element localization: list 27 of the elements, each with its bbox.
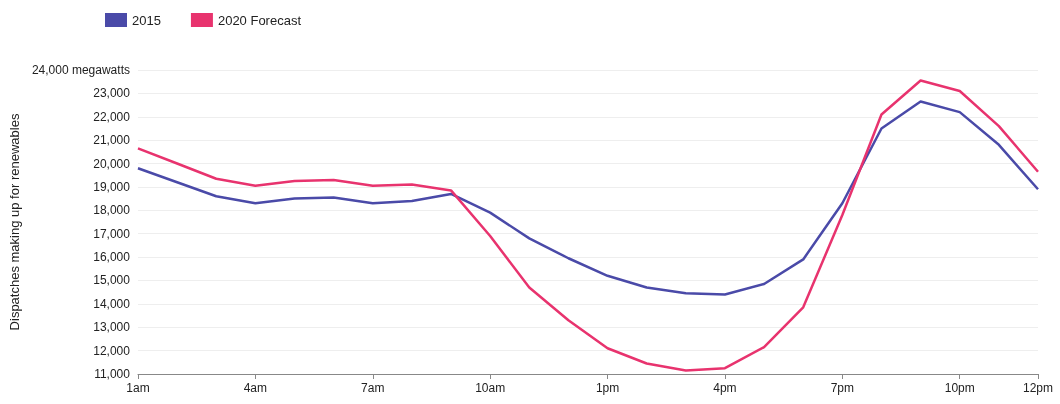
y-tick-label: 16,000 bbox=[93, 250, 131, 265]
y-tick-label: 15,000 bbox=[93, 273, 131, 288]
y-tick-label: 11,000 bbox=[94, 367, 131, 381]
y-tick-label: 23,000 bbox=[93, 86, 131, 101]
x-tick-label: 7pm bbox=[830, 381, 855, 395]
y-tick-label: 24,000 megawatts bbox=[31, 63, 130, 77]
x-tick-label: 4am bbox=[243, 381, 268, 395]
y-tick-label: 14,000 bbox=[93, 296, 131, 311]
y-tick-label: 13,000 bbox=[93, 320, 131, 335]
y-tick-label: 22,000 bbox=[93, 109, 131, 124]
y-axis-title: Dispatches making up for renewables bbox=[7, 113, 22, 331]
x-tick-label: 1am bbox=[126, 381, 150, 395]
x-tick-label: 7am bbox=[361, 381, 385, 395]
legend-label: 2015 bbox=[132, 12, 161, 28]
x-tick-label: 1pm bbox=[595, 381, 620, 395]
y-tick-label: 12,000 bbox=[93, 343, 131, 358]
line-series bbox=[136, 100, 1040, 296]
y-tick-label: 19,000 bbox=[93, 179, 131, 194]
y-tick-label: 17,000 bbox=[93, 226, 131, 241]
y-tick-label: 20,000 bbox=[93, 156, 131, 171]
y-tick-label: 21,000 bbox=[93, 133, 131, 148]
x-tick-label: 4pm bbox=[713, 381, 737, 395]
y-tick-label: 18,000 bbox=[93, 203, 131, 218]
x-tick-label: 10am bbox=[475, 381, 506, 395]
x-tick-label: 10pm bbox=[944, 381, 975, 395]
x-tick-label: 12pm bbox=[1022, 381, 1054, 395]
legend-label: 2020 Forecast bbox=[217, 12, 302, 28]
